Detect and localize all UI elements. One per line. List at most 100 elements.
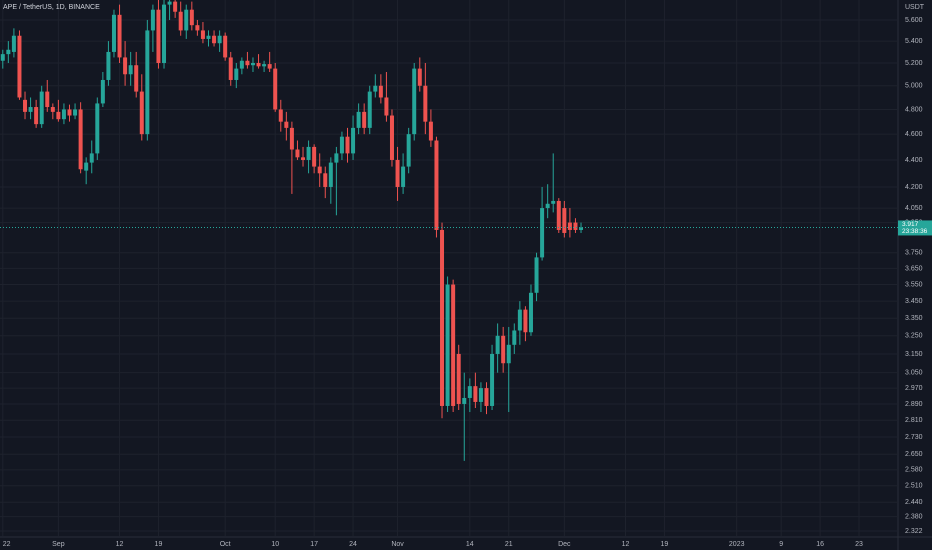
y-tick-label: 3.350 — [905, 315, 923, 322]
x-tick-label: 24 — [349, 541, 357, 548]
candle-body — [456, 353, 461, 404]
candle-body — [334, 153, 339, 163]
x-tick-label: 2023 — [729, 541, 745, 548]
candle-body — [23, 99, 28, 112]
countdown-label: 23:38:36 — [902, 228, 928, 235]
y-tick-label: 2.380 — [905, 514, 923, 521]
x-tick-label: 12 — [116, 541, 124, 548]
candle-body — [173, 1, 178, 12]
x-tick-label: 19 — [155, 541, 163, 548]
candle-body — [28, 107, 33, 112]
candle-body — [212, 35, 217, 44]
last-price-label: 3.917 — [902, 221, 919, 228]
candle-body — [556, 200, 561, 230]
candle-body — [117, 14, 122, 58]
candle-body — [95, 103, 100, 154]
candle-body — [534, 257, 539, 293]
candle-body — [50, 107, 55, 112]
candle-body — [206, 35, 211, 39]
candle-body — [278, 109, 283, 122]
candle-body — [123, 57, 128, 75]
candle-body — [540, 208, 545, 258]
y-tick-label: 4.200 — [905, 184, 923, 191]
candle-body — [11, 35, 16, 52]
candle-body — [440, 229, 445, 406]
candle-body — [167, 1, 172, 5]
candle-body — [389, 115, 394, 160]
x-tick-label: 22 — [3, 541, 11, 548]
y-tick-label: 3.150 — [905, 351, 923, 358]
candle-body — [39, 91, 44, 125]
candle-body — [328, 162, 333, 187]
y-tick-label: 2.440 — [905, 499, 923, 506]
candle-body — [523, 309, 528, 333]
y-tick-label: 2.580 — [905, 467, 923, 474]
candle-body — [128, 65, 133, 75]
candle-body — [234, 68, 239, 80]
candle-body — [490, 353, 495, 406]
x-tick-label: Sep — [52, 541, 65, 548]
candle-body — [323, 173, 328, 187]
y-tick-label: 4.800 — [905, 106, 923, 113]
candle-body — [156, 9, 161, 63]
candle-body — [111, 14, 116, 52]
candle-body — [89, 153, 94, 163]
candle-body — [61, 109, 66, 120]
candle-body — [217, 35, 222, 44]
candle-body — [250, 62, 255, 66]
candle-body — [484, 388, 489, 406]
candle-body — [495, 335, 500, 354]
candle-body — [289, 127, 294, 150]
candle-body — [56, 111, 61, 120]
candle-body — [150, 9, 155, 31]
y-tick-label: 3.550 — [905, 281, 923, 288]
y-tick-label: 5.200 — [905, 60, 923, 67]
x-tick-label: 23 — [855, 541, 863, 548]
candle-body — [45, 91, 50, 108]
candle-body — [512, 330, 517, 345]
y-tick-label: 2.810 — [905, 417, 923, 424]
candle-body — [34, 107, 39, 125]
y-tick-label: 4.600 — [905, 131, 923, 138]
candle-body — [239, 60, 244, 69]
candle-body — [6, 49, 11, 55]
candle-body — [401, 166, 406, 187]
candle-body — [189, 9, 194, 26]
candle-body — [384, 97, 389, 116]
y-tick-label: 3.050 — [905, 370, 923, 377]
candle-body — [312, 146, 317, 167]
y-tick-label: 2.322 — [905, 528, 923, 535]
candle-body — [84, 162, 89, 171]
candle-body — [517, 309, 522, 331]
y-tick-label: 4.400 — [905, 157, 923, 164]
candle-body — [306, 146, 311, 160]
candle-body — [428, 121, 433, 141]
candle-body — [339, 136, 344, 154]
candle-body — [256, 62, 261, 67]
candle-body — [445, 284, 450, 406]
candle-body — [423, 85, 428, 122]
candle-body — [417, 68, 422, 86]
candle-body — [579, 227, 584, 230]
x-tick-label: 14 — [466, 541, 474, 548]
candle-body — [451, 284, 456, 406]
candle-body — [78, 109, 83, 170]
y-tick-label: 2.890 — [905, 401, 923, 408]
candle-body — [67, 109, 72, 116]
candle-body — [573, 222, 578, 230]
x-tick-label: 16 — [816, 541, 824, 548]
candle-body — [545, 203, 550, 209]
y-tick-label: 4.050 — [905, 205, 923, 212]
candle-body — [139, 91, 144, 135]
candle-body — [245, 60, 250, 66]
candle-body — [267, 64, 272, 69]
x-tick-label: Oct — [220, 541, 231, 548]
x-tick-label: 9 — [779, 541, 783, 548]
candle-body — [17, 35, 22, 98]
y-tick-label: 5.600 — [905, 17, 923, 24]
candle-body — [317, 166, 322, 174]
candle-body — [295, 149, 300, 158]
candle-body — [434, 140, 439, 230]
